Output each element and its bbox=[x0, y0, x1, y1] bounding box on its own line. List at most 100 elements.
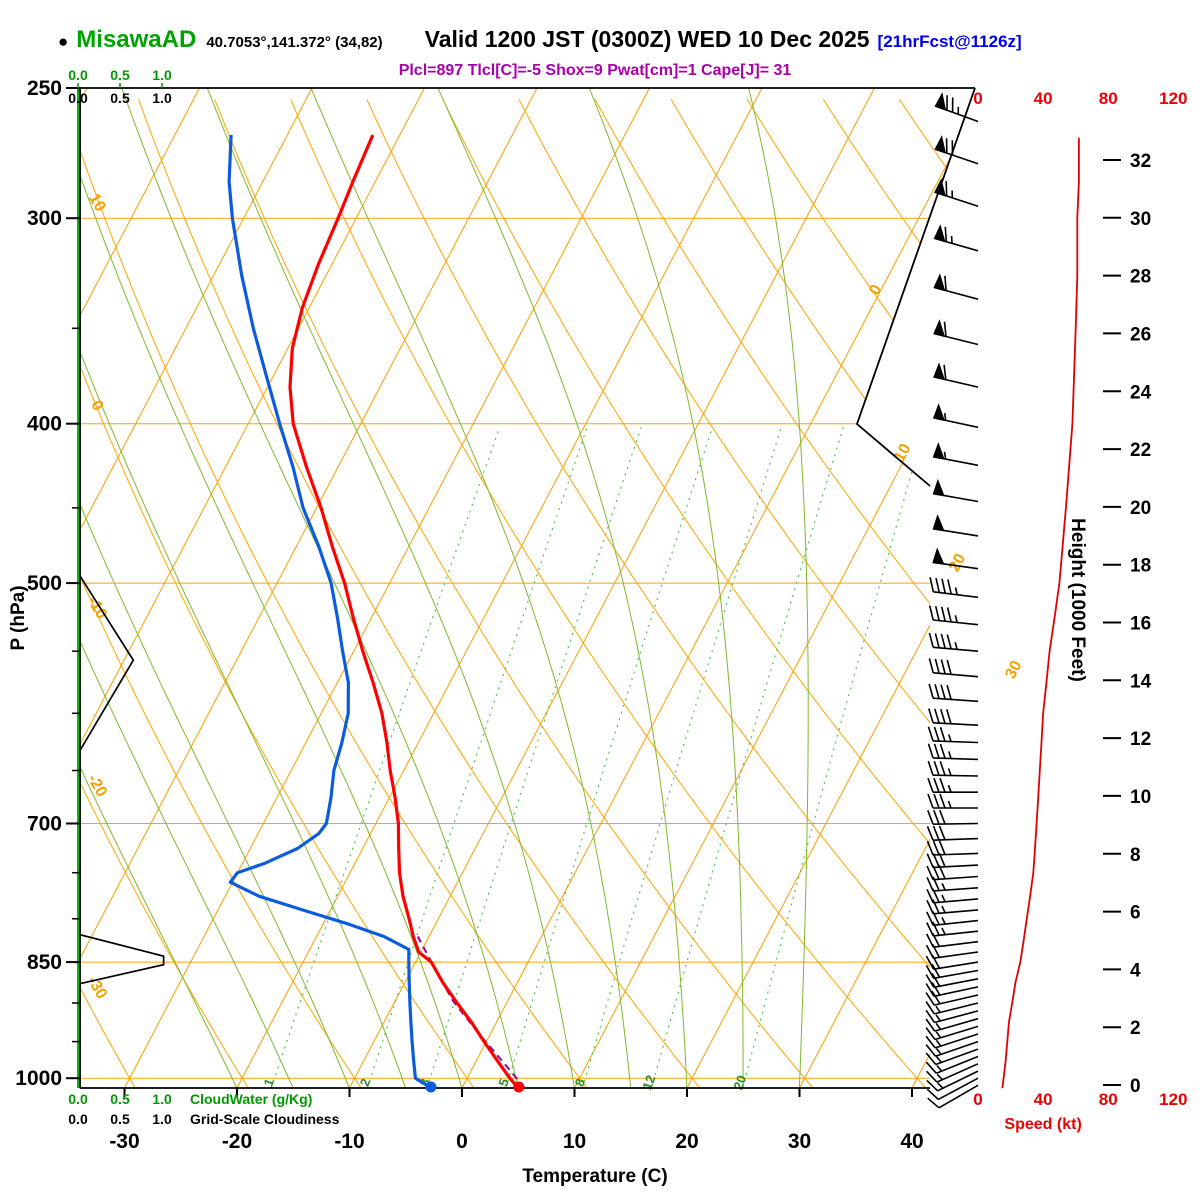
isotherm-label: 0 bbox=[866, 282, 885, 298]
mixing-ratio-label: 5 bbox=[495, 1076, 512, 1088]
speed-axis-title: Speed (kt) bbox=[1004, 1116, 1081, 1133]
moist-adiabat-line bbox=[80, 88, 294, 1088]
dry-adiabat-label: 0 bbox=[87, 398, 106, 414]
dry-adiabat-line bbox=[138, 99, 701, 1088]
height-tick-label: 16 bbox=[1130, 614, 1151, 635]
dry-adiabat-line bbox=[80, 99, 249, 1088]
cloudiness-scale-top: 1.0 bbox=[152, 90, 172, 106]
pressure-tick-label: 300 bbox=[27, 207, 62, 230]
isotherm-line bbox=[80, 88, 200, 1088]
moist-adiabat-line bbox=[745, 88, 809, 1088]
pressure-tick-label: 700 bbox=[27, 812, 62, 835]
cloudiness-profile bbox=[79, 88, 165, 1089]
speed-tick-label-top: 120 bbox=[1159, 89, 1187, 108]
dry-adiabat-line bbox=[594, 99, 975, 1088]
isotherm-line bbox=[574, 88, 975, 1088]
dry-adiabat-line bbox=[80, 99, 136, 1088]
skewt-grid bbox=[80, 88, 975, 1088]
height-tick-label: 0 bbox=[1130, 1076, 1141, 1097]
cloudiness-scale-top: 0.0 bbox=[68, 90, 88, 106]
height-tick-label: 8 bbox=[1130, 845, 1141, 866]
dry-adiabat-line bbox=[670, 99, 975, 1088]
mixing-ratio-label: 8 bbox=[572, 1076, 589, 1088]
mixing-ratio-label: 1 bbox=[260, 1076, 277, 1088]
isotherm-line bbox=[236, 88, 763, 1088]
isotherm-line bbox=[80, 88, 425, 1088]
height-tick-label: 32 bbox=[1130, 151, 1151, 172]
parcel-curve bbox=[416, 936, 526, 1088]
moist-adiabat-line bbox=[202, 88, 575, 1088]
isotherm-line bbox=[80, 88, 313, 1088]
temperature-tick-label: 0 bbox=[456, 1130, 468, 1153]
cloud-scales: 0.0 0.0 0.5 0.5 1.0 1.0 0.0 0.0 0.5 0.5 1.0 1.0 Clou… bbox=[68, 67, 339, 1127]
surface-temp-dot bbox=[513, 1081, 525, 1093]
height-tick-label: 18 bbox=[1130, 556, 1151, 577]
speed-tick-label-bottom: 0 bbox=[973, 1090, 982, 1109]
dry-adiabat-label: -20 bbox=[84, 771, 110, 800]
isotherm-label: 20 bbox=[946, 551, 969, 575]
dewpoint-curve bbox=[227, 134, 432, 1088]
station-name: MisawaAD bbox=[76, 26, 197, 53]
cloudiness-scale-top: 0.5 bbox=[110, 90, 130, 106]
moist-adiabat-line bbox=[305, 88, 632, 1088]
cloudwater-scale-top: 1.0 bbox=[152, 67, 172, 83]
temperature-tick-label: 20 bbox=[675, 1130, 698, 1153]
forecast-tag: [21hrFcst@1126z] bbox=[877, 32, 1022, 51]
pressure-tick-label: 1000 bbox=[15, 1067, 62, 1090]
temperature-tick-label: 10 bbox=[563, 1130, 586, 1153]
temperature-tick-label: 30 bbox=[788, 1130, 811, 1153]
cloudwater-scale-bottom: 0.0 bbox=[68, 1091, 88, 1107]
isotherm-label: 10 bbox=[891, 441, 914, 465]
dry-adiabat-line bbox=[746, 99, 975, 1088]
cloudwater-scale-top: 0.5 bbox=[110, 67, 130, 83]
temperature-axis-title: Temperature (C) bbox=[522, 1166, 667, 1187]
cloudwater-scale-bottom: 0.5 bbox=[110, 1091, 130, 1107]
mixing-ratio-label: 2 bbox=[357, 1076, 374, 1088]
temperature-curve bbox=[288, 134, 520, 1088]
temperature-tick-label: -20 bbox=[222, 1130, 252, 1153]
cloudiness-scale-bottom: 1.0 bbox=[152, 1111, 172, 1127]
moist-adiabat-line bbox=[80, 88, 463, 1088]
height-tick-label: 30 bbox=[1130, 209, 1151, 230]
height-tick-label: 22 bbox=[1130, 440, 1151, 461]
mixing-ratio-label: 20 bbox=[730, 1073, 749, 1092]
cloudiness-scale-bottom: 0.5 bbox=[110, 1111, 130, 1127]
isotherm-line bbox=[80, 88, 538, 1088]
height-tick-label: 26 bbox=[1130, 324, 1151, 345]
pressure-axis: 250 300 400 500 700 850 1000 P (hPa) bbox=[8, 77, 80, 1090]
mixing-ratio-line bbox=[581, 427, 782, 1088]
wind-speed-profile bbox=[1001, 137, 1080, 1089]
pressure-tick-label: 500 bbox=[27, 572, 62, 595]
height-tick-label: 20 bbox=[1130, 498, 1151, 519]
speed-tick-label-top: 0 bbox=[973, 89, 982, 108]
dry-adiabat-line bbox=[822, 99, 975, 1088]
dry-adiabat-line bbox=[366, 99, 975, 1088]
dry-adiabat-line bbox=[442, 99, 975, 1088]
pressure-tick-label: 250 bbox=[27, 77, 62, 100]
dry-adiabat-line bbox=[214, 99, 814, 1088]
cloudwater-legend: CloudWater (g/Kg) bbox=[190, 1091, 312, 1107]
moist-adiabat-line bbox=[117, 88, 519, 1088]
height-tick-label: 2 bbox=[1130, 1018, 1141, 1039]
cloudiness-scale-bottom: 0.0 bbox=[68, 1111, 88, 1127]
isotherm-line bbox=[124, 88, 650, 1088]
chart-header: ● MisawaAD 40.7053°,141.372° (34,82) Val… bbox=[58, 26, 1178, 54]
mixing-ratio-line bbox=[742, 427, 926, 1088]
cloudwater-scale-bottom: 1.0 bbox=[152, 1091, 172, 1107]
height-tick-label: 4 bbox=[1130, 960, 1141, 981]
speed-tick-label-top: 40 bbox=[1034, 89, 1053, 108]
speed-tick-label-bottom: 40 bbox=[1034, 1090, 1053, 1109]
isotherm-line bbox=[349, 88, 875, 1088]
height-tick-label: 24 bbox=[1130, 382, 1152, 403]
moist-adiabat-line bbox=[432, 88, 688, 1088]
moist-adiabat-line bbox=[80, 88, 238, 1088]
isotherm-line bbox=[461, 88, 975, 1088]
pressure-tick-label: 850 bbox=[27, 951, 62, 974]
mixing-ratio-label: 12 bbox=[639, 1073, 658, 1092]
dry-adiabat-line bbox=[518, 99, 975, 1088]
pressure-axis-title: P (hPa) bbox=[8, 585, 29, 650]
speed-tick-label-bottom: 80 bbox=[1099, 1090, 1118, 1109]
